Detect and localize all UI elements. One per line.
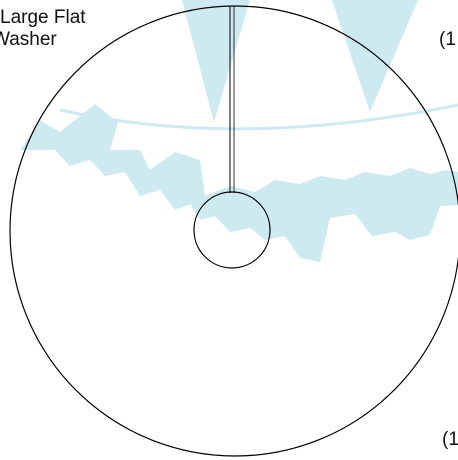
- washer-outer-circle: [9, 5, 458, 457]
- part-name-line-2: Washer: [0, 29, 57, 50]
- callout-top-right: (1: [439, 29, 456, 50]
- watermark-arc: [59, 103, 458, 131]
- part-name-line-1: Large Flat: [0, 7, 86, 28]
- callout-bottom-right: (1: [442, 429, 458, 450]
- gear-watermark-icon: [20, 0, 458, 262]
- washer-inner-hole: [193, 191, 271, 269]
